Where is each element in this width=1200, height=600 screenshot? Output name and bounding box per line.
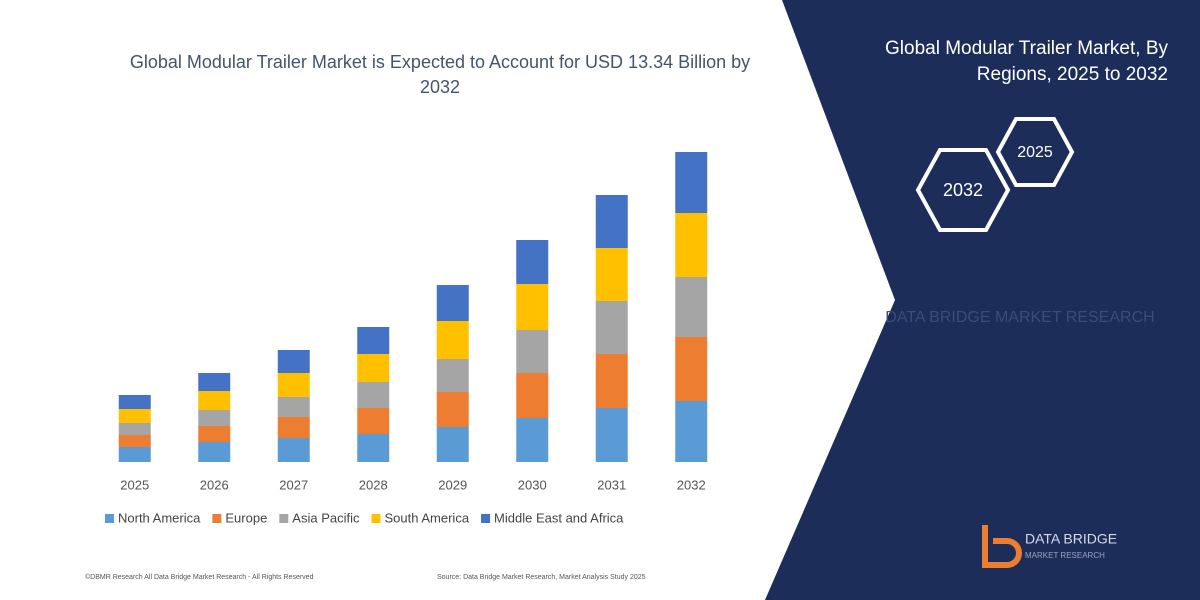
bar-segment [357,382,390,408]
x-tick-label: 2026 [200,477,229,492]
legend-swatch [481,514,491,523]
bar-segment [277,350,310,373]
bar-segment [277,397,310,417]
bar-segment [436,427,469,462]
legend-label: Middle East and Africa [494,510,624,525]
bar-segment [675,152,708,213]
bar-segment [198,426,231,442]
bar-segment [675,337,708,401]
legend-label: South America [385,510,470,525]
bar-segment [198,410,231,426]
x-tick-label: 2028 [359,477,388,492]
bar-segment [516,240,549,284]
bar-segment [675,277,708,337]
hexagon [915,148,1011,232]
x-tick-label: 2031 [597,477,626,492]
bar-segment [357,327,390,354]
hex-label: 2025 [1017,144,1053,161]
chart-title: Global Modular Trailer Market is Expecte… [129,52,751,97]
bar-segment [516,330,549,373]
right-panel [765,0,1200,600]
footer-note: ©DBMR Research All Data Bridge Market Re… [85,573,314,581]
legend-label: Asia Pacific [292,510,360,525]
bar-segment [118,447,151,462]
watermark: DATA BRIDGE MARKET RESEARCH [885,309,1154,326]
bar-segment [357,354,390,382]
x-tick-label: 2025 [120,477,149,492]
x-tick-label: 2027 [279,477,308,492]
bar-segment [595,195,628,248]
bar-segment [436,321,469,359]
bar-segment [357,434,390,462]
bar-segment [595,408,628,462]
x-tick-label: 2032 [677,477,706,492]
hex-label: 2032 [943,180,983,200]
legend-swatch [105,514,114,523]
bar-segment [198,373,231,391]
bar-segment [436,392,469,427]
bar-segment [595,354,628,408]
legend-swatch [279,514,289,523]
bar-segment [118,409,151,423]
legend-swatch [212,514,222,523]
bar-segment [516,418,549,462]
bar-segment [675,213,708,277]
legend-label: Europe [225,510,267,525]
bar-segment [118,395,151,409]
bar-segment [516,284,549,330]
hexagon [995,117,1075,187]
x-tick-label: 2029 [438,477,467,492]
legend-swatch [371,514,381,523]
logo-text: DATA BRIDGE [1025,531,1117,547]
logo-subtext: MARKET RESEARCH [1025,551,1105,560]
bar-segment [198,442,231,462]
panel-title: Global Modular Trailer Market, By Region… [885,38,1168,85]
legend-label: North America [118,510,201,525]
bar-segment [277,417,310,438]
bar-segment [277,438,310,462]
x-tick-label: 2030 [518,477,547,492]
bar-segment [675,401,708,462]
bar-segment [118,423,151,435]
bar-segment [198,391,231,410]
bar-segment [436,285,469,321]
logo-icon [982,525,1022,568]
bar-segment [516,373,549,418]
bar-segment [357,408,390,434]
bar-segment [595,248,628,301]
bar-segment [118,435,151,447]
bar-segment [595,301,628,354]
footer-note: Source: Data Bridge Market Research, Mar… [437,574,646,581]
bar-segment [436,359,469,392]
bar-segment [277,373,310,397]
